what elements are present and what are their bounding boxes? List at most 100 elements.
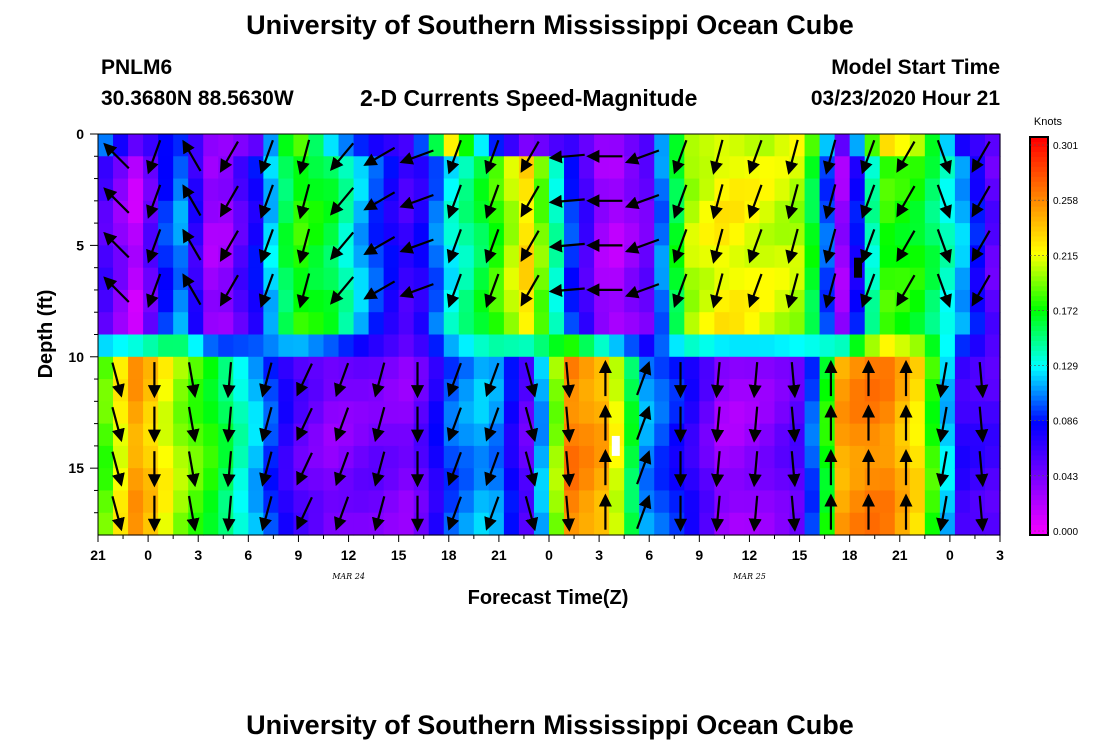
heatmap-cell (699, 445, 715, 469)
heatmap-cell (834, 445, 851, 469)
date-label: MAR 25 (732, 572, 766, 581)
current-arrow (363, 146, 396, 166)
heatmap-cell (173, 423, 189, 447)
heatmap-cell (774, 356, 791, 380)
heatmap-cell (533, 267, 550, 291)
y-tick-label: 15 (68, 460, 84, 476)
heatmap-cell (849, 401, 866, 425)
x-tick-label: 0 (545, 547, 553, 563)
heatmap-cell (894, 401, 911, 425)
heatmap-cell (864, 445, 881, 469)
current-arrow (672, 184, 688, 219)
heatmap-cell (819, 379, 836, 402)
heatmap-cell (248, 223, 264, 246)
heatmap-cell (564, 289, 580, 313)
heatmap-cell (714, 267, 730, 291)
heatmap-cell (233, 401, 249, 425)
current-arrow (446, 229, 462, 264)
heatmap-cell (353, 512, 370, 536)
heatmap-cell (413, 156, 430, 180)
heatmap-cell (624, 134, 640, 157)
heatmap-cell (293, 334, 310, 358)
current-arrow (363, 280, 396, 300)
heatmap-cell (609, 134, 625, 157)
heatmap-cell (909, 267, 926, 291)
model-start-label: Model Start Time (831, 56, 1000, 79)
heatmap-cell (699, 156, 715, 180)
heatmap-cell (714, 490, 730, 514)
heatmap-cell (278, 267, 295, 291)
heatmap-cell (714, 223, 730, 246)
heatmap-cell (564, 223, 580, 246)
heatmap-cell (549, 379, 565, 402)
heatmap-cell (458, 134, 475, 157)
heatmap-cell (188, 334, 204, 358)
heatmap-cell (744, 312, 761, 336)
heatmap-cell (113, 289, 129, 313)
current-arrow (787, 451, 801, 488)
heatmap-cell (308, 156, 325, 180)
heatmap-cell (293, 401, 310, 425)
heatmap-cell (834, 289, 851, 313)
heatmap-cell (428, 289, 445, 313)
colorbar-segment (1030, 400, 1048, 407)
heatmap-cell (428, 334, 445, 358)
heatmap-cell (954, 423, 971, 447)
current-arrow (334, 451, 350, 487)
colorbar-segment (1030, 450, 1048, 456)
heatmap-cell (458, 356, 475, 380)
heatmap-cell (609, 468, 625, 492)
current-arrow (103, 231, 130, 259)
colorbar-segment (1030, 455, 1048, 461)
heatmap-cell (789, 468, 806, 492)
heatmap-cell (428, 156, 445, 180)
current-arrow (259, 362, 273, 398)
colorbar-segment (1030, 485, 1048, 491)
y-tick-label: 10 (68, 349, 84, 365)
heatmap-cell (549, 445, 565, 469)
heatmap-cell (218, 134, 234, 157)
heatmap-cell (879, 445, 896, 469)
heatmap-cell (759, 178, 776, 202)
current-arrow (710, 451, 725, 488)
heatmap-cell (699, 312, 715, 336)
current-arrow (822, 228, 837, 264)
heatmap-cell (924, 178, 941, 202)
current-arrow (747, 184, 763, 219)
heatmap-cell (413, 468, 430, 492)
heatmap-cell (549, 178, 565, 202)
current-arrow (446, 451, 462, 487)
current-arrow (484, 407, 500, 442)
heatmap-cell (699, 379, 715, 402)
heatmap-cell (428, 200, 445, 224)
heatmap-cell (579, 289, 595, 313)
heatmap-cell (128, 512, 144, 536)
colorbar-segment (1030, 326, 1048, 332)
current-arrow (548, 283, 585, 298)
heatmap-cell (503, 445, 520, 469)
heatmap-cell (924, 312, 941, 336)
colorbar-segment (1030, 191, 1048, 198)
heatmap-cell (533, 423, 550, 447)
heatmap-cell (413, 334, 430, 358)
current-arrow (896, 185, 916, 218)
heatmap-cell (503, 223, 520, 246)
heatmap-cell (729, 267, 746, 291)
heatmap-cell (669, 423, 685, 447)
heatmap-cell (398, 512, 415, 536)
heatmap-cell (684, 178, 700, 202)
heatmap-cell (969, 312, 986, 336)
heatmap-cell (954, 468, 971, 492)
heatmap-cell (383, 512, 400, 536)
heatmap-cell (158, 445, 174, 469)
heatmap-cell (579, 267, 595, 291)
heatmap-cell (413, 200, 430, 224)
heatmap-cell (744, 178, 761, 202)
heatmap-cell (984, 245, 1001, 269)
current-arrow (822, 273, 837, 309)
heatmap-cell (398, 356, 415, 380)
colorbar-segment (1030, 505, 1048, 511)
heatmap-cell (684, 223, 700, 246)
heatmap-cell (564, 200, 580, 224)
heatmap-cell (533, 245, 550, 269)
